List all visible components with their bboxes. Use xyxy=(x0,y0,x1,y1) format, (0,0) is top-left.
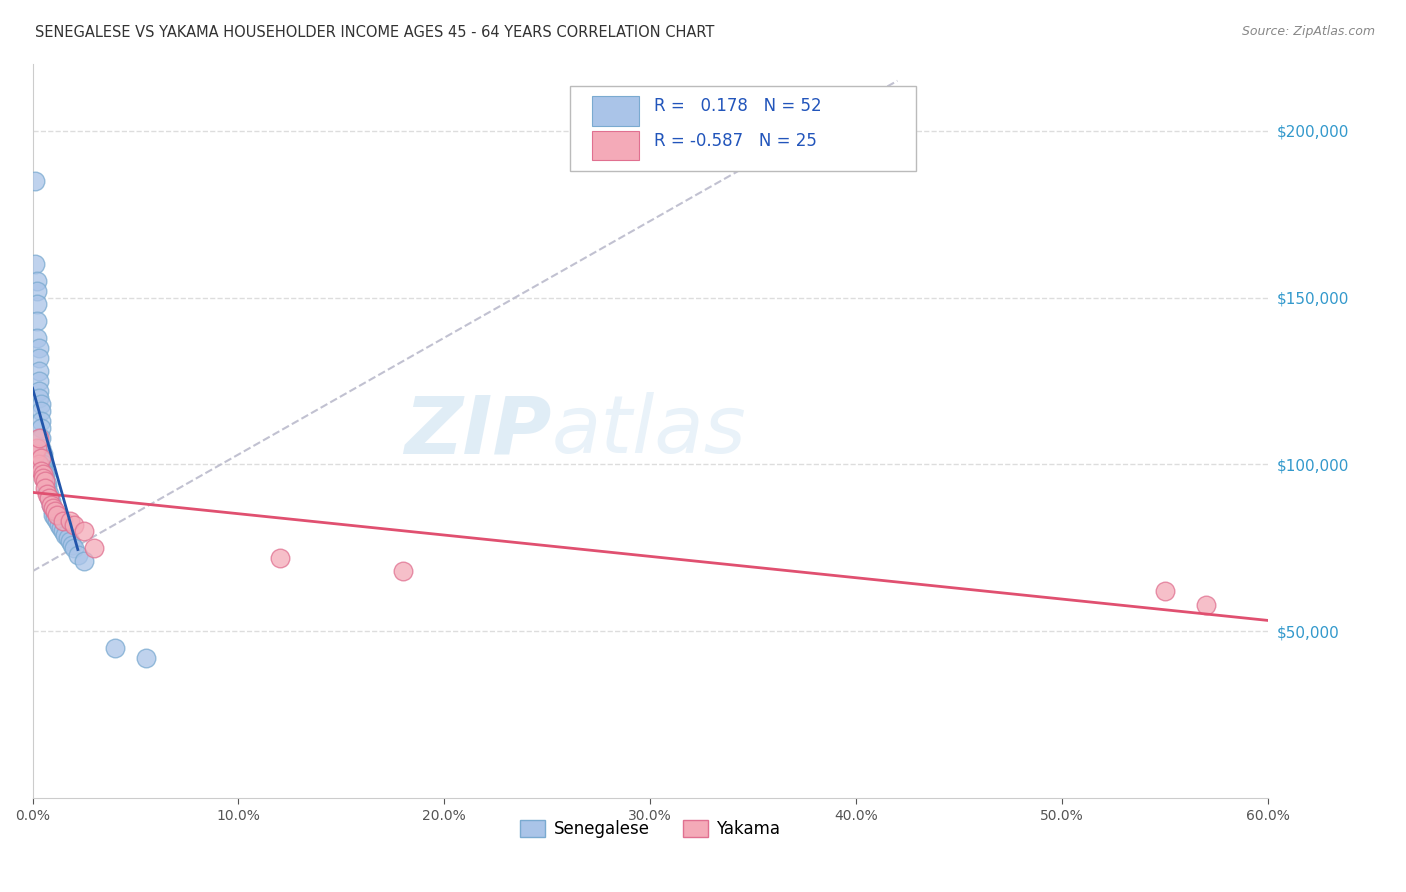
Text: Source: ZipAtlas.com: Source: ZipAtlas.com xyxy=(1241,25,1375,38)
Point xyxy=(34,474,56,488)
Point xyxy=(28,391,51,405)
Point xyxy=(35,481,58,495)
Point xyxy=(62,541,84,555)
Point xyxy=(28,374,51,388)
Point xyxy=(34,474,56,488)
Point xyxy=(30,421,52,435)
Point xyxy=(30,414,52,428)
Point xyxy=(42,500,65,515)
Point xyxy=(39,494,62,508)
Point xyxy=(31,447,53,461)
Point xyxy=(31,464,53,478)
Point xyxy=(39,498,62,512)
Point xyxy=(28,384,51,398)
Point xyxy=(392,564,415,578)
FancyBboxPatch shape xyxy=(569,87,915,170)
Point xyxy=(1154,584,1177,599)
Bar xyxy=(592,96,640,126)
Point xyxy=(28,431,51,445)
Point xyxy=(35,477,58,491)
Point xyxy=(42,508,65,522)
Point xyxy=(66,548,89,562)
Point xyxy=(135,651,157,665)
Point xyxy=(35,487,58,501)
Point xyxy=(24,447,46,461)
Point xyxy=(31,467,53,482)
Point xyxy=(44,511,66,525)
Text: atlas: atlas xyxy=(551,392,747,470)
Point xyxy=(31,450,53,465)
Point xyxy=(38,487,60,501)
Point xyxy=(28,351,51,365)
Point xyxy=(62,517,84,532)
Legend: Senegalese, Yakama: Senegalese, Yakama xyxy=(513,814,787,845)
Point xyxy=(44,504,66,518)
Point xyxy=(55,527,77,541)
Point xyxy=(34,467,56,482)
Point xyxy=(52,524,75,539)
Point xyxy=(25,274,48,288)
Point xyxy=(1195,598,1218,612)
Text: R = -0.587   N = 25: R = -0.587 N = 25 xyxy=(654,132,817,150)
Point xyxy=(269,550,291,565)
Point xyxy=(104,640,127,655)
Point xyxy=(30,450,52,465)
Point xyxy=(31,471,53,485)
Point xyxy=(34,481,56,495)
Point xyxy=(48,517,70,532)
Point xyxy=(46,514,69,528)
Point xyxy=(58,514,80,528)
Point xyxy=(31,454,53,468)
Point xyxy=(58,534,80,549)
Point xyxy=(24,174,46,188)
Point xyxy=(25,284,48,298)
Point xyxy=(25,297,48,311)
Point xyxy=(30,464,52,478)
Point xyxy=(73,554,96,568)
Point xyxy=(30,404,52,418)
Point xyxy=(60,537,83,551)
Point xyxy=(25,441,48,455)
Point xyxy=(28,341,51,355)
Text: ZIP: ZIP xyxy=(404,392,551,470)
Point xyxy=(52,514,75,528)
Point xyxy=(28,364,51,378)
Point xyxy=(42,500,65,515)
Point xyxy=(30,431,52,445)
Point xyxy=(51,521,73,535)
Point xyxy=(31,460,53,475)
Text: SENEGALESE VS YAKAMA HOUSEHOLDER INCOME AGES 45 - 64 YEARS CORRELATION CHART: SENEGALESE VS YAKAMA HOUSEHOLDER INCOME … xyxy=(35,25,714,40)
Point xyxy=(35,484,58,499)
Point xyxy=(34,471,56,485)
Text: R =   0.178   N = 52: R = 0.178 N = 52 xyxy=(654,97,821,115)
Point xyxy=(28,458,51,472)
Point xyxy=(25,331,48,345)
Point xyxy=(38,491,60,505)
Point xyxy=(24,257,46,271)
Point xyxy=(38,491,60,505)
Point xyxy=(42,504,65,518)
Point xyxy=(30,397,52,411)
Point xyxy=(39,498,62,512)
Point xyxy=(83,541,105,555)
Point xyxy=(73,524,96,539)
Point xyxy=(56,531,79,545)
Point xyxy=(30,441,52,455)
Point xyxy=(46,508,69,522)
Bar xyxy=(592,131,640,161)
Point xyxy=(31,458,53,472)
Point xyxy=(25,314,48,328)
